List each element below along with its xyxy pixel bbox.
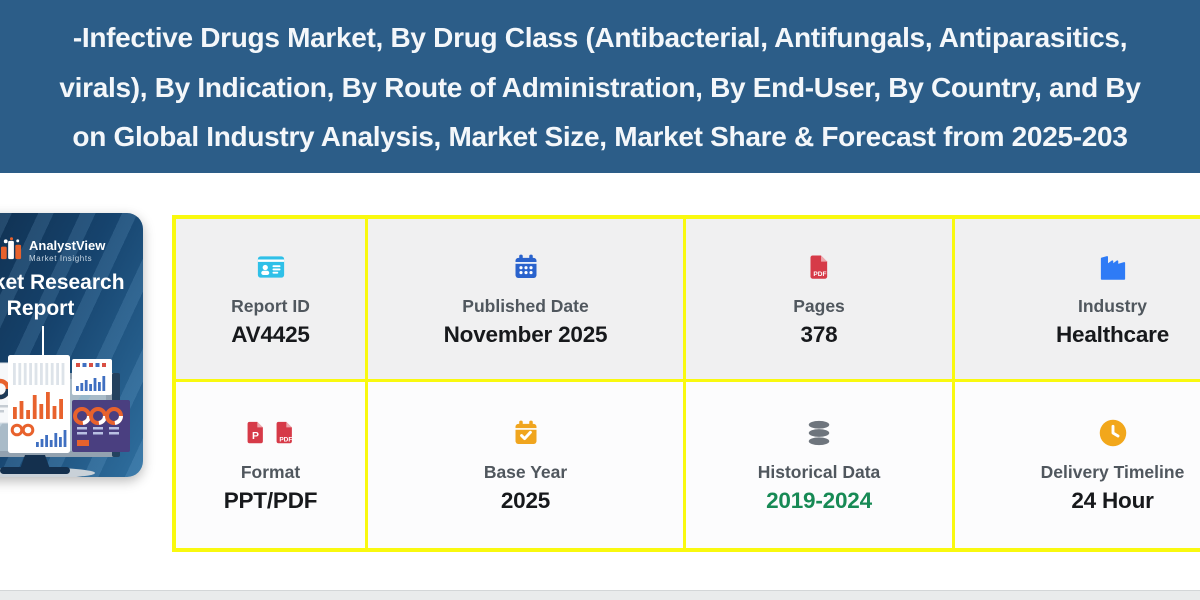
info-cell-report-id: Report ID AV4425 xyxy=(176,219,365,379)
info-value: PPT/PDF xyxy=(223,487,318,513)
info-label: Pages xyxy=(793,295,845,316)
info-label: Base Year xyxy=(483,461,568,482)
calendar-icon xyxy=(512,251,540,283)
title-line-1: -Infective Drugs Market, By Drug Class (… xyxy=(72,22,1128,53)
card-title-line-1: Market Research xyxy=(0,271,125,294)
calendar-check-icon xyxy=(512,417,540,449)
info-cell-published-date: Published Date November 2025 xyxy=(368,219,683,379)
info-cell-delivery-timeline: Delivery Timeline 24 Hour xyxy=(955,382,1200,548)
brand-subtitle: Market Insights xyxy=(29,254,93,264)
title-line-3: on Global Industry Analysis, Market Size… xyxy=(72,121,1128,152)
svg-text:PDF: PDF xyxy=(279,436,292,443)
next-section-divider xyxy=(0,590,1200,600)
analystview-logo-icon xyxy=(0,237,23,266)
info-value: 378 xyxy=(800,321,838,347)
report-title-header: -Infective Drugs Market, By Drug Class (… xyxy=(0,0,1200,173)
file-pdf-icon: PDF xyxy=(806,251,833,283)
monitor-illustration xyxy=(0,355,130,477)
info-cell-industry: Industry Healthcare xyxy=(955,219,1200,379)
info-value: 2019-2024 xyxy=(766,487,872,513)
factory-icon xyxy=(1098,251,1128,283)
info-value: AV4425 xyxy=(231,321,310,347)
info-cell-base-year: Base Year 2025 xyxy=(368,382,683,548)
card-title-line-2: Report xyxy=(6,297,75,320)
info-label: Report ID xyxy=(231,295,310,316)
svg-text:P: P xyxy=(251,430,258,441)
svg-text:PDF: PDF xyxy=(813,271,826,278)
card-title: Market Research Report xyxy=(0,270,143,322)
info-label: Format xyxy=(240,461,301,482)
info-value: 2025 xyxy=(500,487,551,513)
info-value: Healthcare xyxy=(1055,321,1170,347)
brand-name: AnalystView xyxy=(29,238,106,254)
database-icon xyxy=(804,417,834,449)
brand-text: AnalystView Market Insights xyxy=(29,239,105,263)
info-label: Published Date xyxy=(462,295,589,316)
info-cell-historical-data: Historical Data 2019-2024 xyxy=(686,382,952,548)
ppt-pdf-files-icon: P PDF xyxy=(242,417,300,449)
clock-icon xyxy=(1098,417,1128,449)
info-value: November 2025 xyxy=(443,321,608,347)
title-line-2: virals), By Indication, By Route of Admi… xyxy=(59,71,1141,103)
brand-logo-row: AnalystView Market Insights xyxy=(0,213,143,266)
report-info-table: Report ID AV4425 Published Date November… xyxy=(172,215,1200,552)
report-cover-card: AnalystView Market Insights Market Resea… xyxy=(0,213,143,477)
info-cell-format: P PDF Format PPT/PDF xyxy=(176,382,365,548)
info-cell-pages: PDF Pages 378 xyxy=(686,219,952,379)
info-label: Industry xyxy=(1077,295,1148,316)
card-pointer-line xyxy=(42,326,44,362)
id-card-icon xyxy=(255,251,287,283)
info-value: 24 Hour xyxy=(1071,487,1154,513)
info-label: Historical Data xyxy=(757,461,881,482)
info-label: Delivery Timeline xyxy=(1040,461,1185,482)
